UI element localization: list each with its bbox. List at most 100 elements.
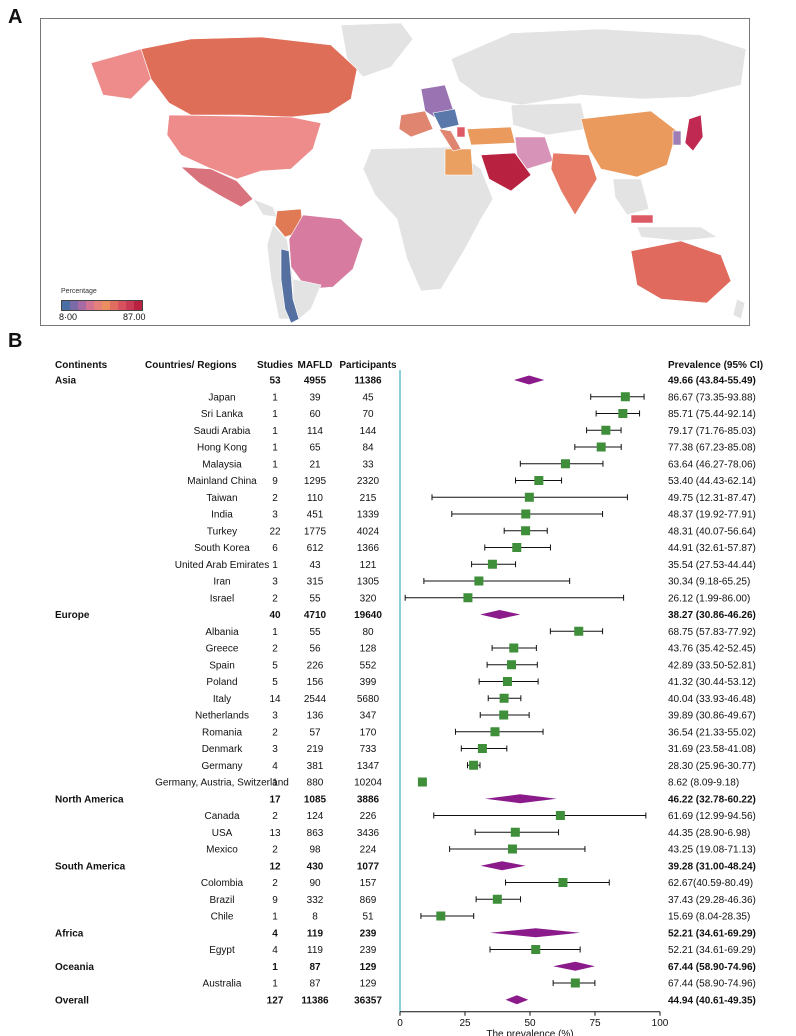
row-mafld: 332: [307, 895, 324, 906]
legend-max-label: 87.00: [123, 312, 146, 322]
row-name: Denmark: [202, 744, 244, 755]
row-prevalence: 67.44 (58.90-74.96): [668, 979, 756, 990]
row-participants: 226: [360, 811, 377, 822]
row-mafld: 87: [309, 979, 321, 990]
estimate-square: [618, 409, 628, 418]
legend-swatch: [78, 301, 86, 310]
row-mafld: 56: [309, 644, 321, 655]
row-prevalence: 77.38 (67.23-85.08): [668, 443, 756, 454]
row-studies: 6: [272, 543, 278, 554]
map-region-se-asia: [612, 178, 650, 216]
map-region-central-am: [252, 198, 278, 218]
forest-item-row: Germany 4 381 1347 28.30 (25.96-30.77): [201, 760, 756, 772]
row-prevalence: 44.35 (28.90-6.98): [668, 828, 750, 839]
row-prevalence: 46.22 (32.78-60.22): [668, 794, 756, 805]
row-participants: 3886: [357, 794, 380, 805]
row-mafld: 65: [309, 443, 321, 454]
row-name: Sri Lanka: [201, 409, 244, 420]
row-prevalence: 43.25 (19.08-71.13): [668, 845, 756, 856]
pooled-diamond: [505, 995, 529, 1005]
x-tick-label: 100: [652, 1018, 669, 1029]
map-region-russia: [450, 28, 747, 106]
row-studies: 2: [272, 644, 278, 655]
row-mafld: 1295: [304, 476, 327, 487]
estimate-square: [510, 827, 520, 837]
row-mafld: 430: [307, 861, 324, 872]
row-studies: 3: [272, 711, 278, 722]
map-region-iran: [514, 136, 554, 170]
legend-swatch: [86, 301, 94, 310]
map-region-malaysia: [630, 214, 654, 224]
estimate-square: [512, 543, 522, 552]
row-participants: 19640: [354, 610, 382, 621]
row-mafld: 55: [309, 627, 321, 638]
row-mafld: 4955: [304, 376, 327, 387]
forest-item-row: Italy 14 2544 5680 40.04 (33.93-46.48): [213, 693, 756, 705]
row-prevalence: 68.75 (57.83-77.92): [668, 627, 756, 638]
estimate-square: [555, 811, 565, 820]
map-legend: Percentage 8·00 87.00: [59, 288, 146, 322]
legend-swatch: [102, 301, 110, 310]
row-mafld: 90: [309, 878, 321, 889]
row-prevalence: 37.43 (29.28-46.36): [668, 895, 756, 906]
estimate-square: [502, 677, 512, 686]
forest-group-row: Overall 127 11386 36357 44.94 (40.61-49.35): [55, 995, 756, 1006]
row-mafld: 4710: [304, 610, 327, 621]
row-studies: 1: [272, 979, 278, 990]
row-participants: 84: [362, 443, 374, 454]
row-participants: 1305: [357, 577, 380, 588]
row-studies: 1: [272, 443, 278, 454]
row-mafld: 119: [307, 928, 324, 939]
row-studies: 127: [267, 995, 284, 1006]
forest-item-row: Egypt 4 119 239 52.21 (34.61-69.29): [209, 945, 756, 956]
x-tick-label: 75: [589, 1018, 601, 1029]
row-prevalence: 26.12 (1.99-86.00): [668, 593, 750, 604]
column-header: Countries/ Regions: [145, 360, 237, 371]
row-mafld: 87: [309, 962, 321, 973]
row-studies: 2: [272, 493, 278, 504]
map-region-europe-center: [432, 108, 460, 130]
row-prevalence: 44.91 (32.61-57.87): [668, 543, 756, 554]
row-participants: 5680: [357, 694, 380, 705]
row-mafld: 114: [307, 426, 323, 437]
row-prevalence: 8.62 (8.09-9.18): [668, 778, 739, 789]
row-mafld: 156: [307, 677, 324, 688]
row-mafld: 219: [307, 744, 324, 755]
forest-item-row: United Arab Emirates 1 43 121 35.54 (27.53-4…: [175, 559, 756, 571]
row-studies: 14: [269, 694, 281, 705]
x-tick-label: 0: [397, 1018, 403, 1029]
row-name: Germany: [201, 761, 242, 772]
row-name: Malaysia: [202, 459, 242, 470]
row-mafld: 21: [309, 459, 321, 470]
row-name: Egypt: [209, 945, 235, 956]
legend-swatch: [94, 301, 102, 310]
forest-item-row: Saudi Arabia 1 114 144 79.17 (71.76-85.03): [194, 425, 756, 437]
estimate-square: [487, 559, 497, 569]
row-prevalence: 67.44 (58.90-74.96): [668, 962, 756, 973]
row-participants: 3436: [357, 828, 380, 839]
forest-item-row: India 3 451 1339 48.37 (19.92-77.91): [211, 509, 756, 521]
row-participants: 239: [360, 928, 377, 939]
row-participants: 128: [360, 644, 377, 655]
column-header: Participants: [339, 360, 397, 371]
row-name: Colombia: [201, 878, 244, 889]
row-prevalence: 85.71 (75.44-92.14): [668, 409, 756, 420]
row-studies: 4: [272, 928, 278, 939]
row-studies: 5: [272, 660, 278, 671]
row-mafld: 1085: [304, 794, 327, 805]
forest-item-row: Israel 2 55 320 26.12 (1.99-86.00): [210, 593, 750, 604]
legend-title: Percentage: [61, 288, 97, 295]
legend-swatch: [134, 301, 142, 310]
row-studies: 53: [269, 376, 281, 387]
row-prevalence: 61.69 (12.99-94.56): [668, 811, 756, 822]
map-region-brazil: [288, 214, 364, 290]
row-name: Canada: [204, 811, 239, 822]
row-mafld: 8: [312, 912, 318, 923]
row-mafld: 863: [307, 828, 324, 839]
estimate-square: [499, 710, 509, 720]
map-region-nz: [732, 298, 746, 320]
row-mafld: 39: [309, 392, 321, 403]
row-name: Saudi Arabia: [194, 426, 251, 437]
row-prevalence: 49.66 (43.84-55.49): [668, 376, 756, 387]
map-region-usa: [166, 114, 322, 180]
